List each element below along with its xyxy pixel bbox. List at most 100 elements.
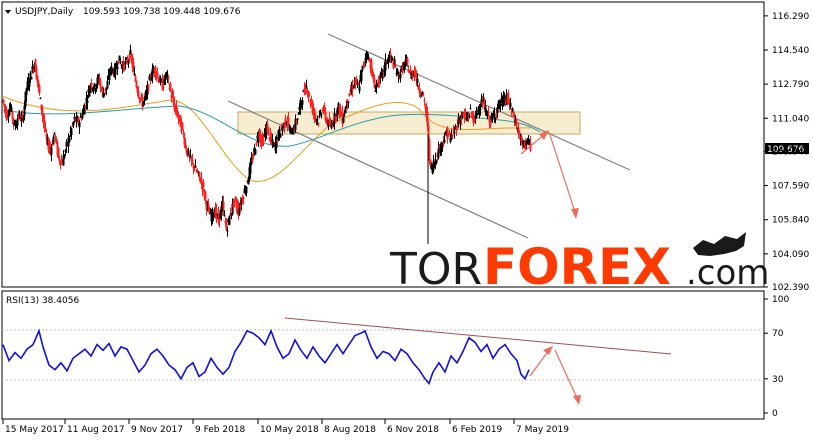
candle-body (193, 168, 196, 170)
candle-body (133, 73, 136, 76)
candle-body (8, 109, 11, 115)
price-y-tick-label: 104.090 (772, 250, 809, 260)
candle-body (276, 139, 279, 142)
candle-body (523, 144, 526, 146)
candle-body (13, 123, 16, 125)
x-tick-label: 11 Aug 2017 (67, 425, 125, 435)
candle-body (137, 90, 140, 98)
price-panel-frame (1, 1, 765, 288)
candle-body (116, 66, 119, 69)
price-y-axis: 116.290 114.540 112.790 111.040 109.340 107.5… (764, 12, 809, 293)
symbol-dropdown-icon[interactable] (5, 10, 11, 14)
channel-lower-line (227, 100, 529, 239)
candle-body (209, 212, 212, 215)
candle-body (220, 206, 223, 216)
candle-body (485, 110, 488, 116)
candle-body (454, 125, 457, 129)
candle-body (95, 84, 98, 90)
candle-body (10, 107, 13, 111)
candle-body (110, 66, 113, 72)
price-y-tick-label: 107.590 (772, 182, 809, 192)
candle-body (484, 106, 487, 112)
candle-body (228, 216, 231, 225)
candle-body (447, 135, 450, 137)
x-tick-label: 9 Feb 2018 (195, 425, 246, 435)
candle-body (187, 150, 190, 155)
candle-body (245, 186, 248, 193)
candle-body (280, 126, 283, 129)
candle-body (92, 89, 95, 91)
candle-body (234, 196, 237, 201)
candle-body (90, 82, 93, 89)
candle-body (306, 90, 309, 95)
candle-body (267, 127, 270, 132)
candle-body (459, 116, 462, 124)
candle-body (125, 58, 128, 60)
candle-body (181, 122, 184, 129)
x-tick-label: 8 Aug 2018 (324, 425, 376, 435)
candle-body (311, 101, 314, 112)
candle-body (314, 115, 317, 118)
candle-body (156, 72, 159, 76)
candle-body (513, 119, 516, 121)
candle-body (119, 61, 122, 64)
rsi-y-tick-label: 70 (772, 329, 784, 339)
candle-body (525, 141, 528, 146)
candle-body (129, 49, 132, 54)
candle-body (22, 117, 25, 121)
candle-body (147, 84, 150, 90)
candle-body (64, 150, 67, 152)
candle-body (51, 144, 54, 146)
candle-body (401, 66, 404, 73)
candle-body (106, 80, 109, 89)
candle-body (34, 59, 37, 73)
candle-body (139, 97, 142, 99)
candle-body (114, 64, 117, 75)
candle-body (460, 117, 463, 120)
candle-body (204, 191, 207, 199)
price-candles (2, 44, 532, 244)
candle-body (91, 88, 94, 90)
candle-body (466, 116, 469, 118)
candle-body (294, 119, 297, 130)
candle-body (171, 92, 174, 98)
candle-body (320, 114, 323, 116)
candle-body (16, 118, 19, 126)
candle-body (12, 118, 15, 124)
candle-body (476, 113, 479, 115)
candle-body (313, 108, 316, 117)
candle-body (196, 171, 199, 173)
rsi-forecast-arrow-up-head (543, 346, 553, 355)
candle-body (426, 112, 429, 126)
candle-body (425, 106, 428, 117)
candle-body (78, 121, 81, 128)
candle-body (508, 101, 511, 105)
price-y-tick-label: 109.340 (772, 147, 809, 157)
candle-body (449, 137, 452, 142)
candle-body (88, 89, 91, 97)
candle-body (25, 88, 28, 96)
watermark-tor: TOR (389, 244, 482, 295)
candle-body (324, 111, 327, 120)
candle-body (428, 139, 431, 161)
candle-body (269, 132, 272, 140)
forecast-arrow-up-head (539, 130, 549, 140)
candle-body (254, 149, 257, 155)
candle-body (83, 106, 86, 115)
candle-body (140, 95, 143, 97)
rsi-y-tick-label: 0 (772, 409, 778, 419)
candle-body (15, 123, 18, 128)
candle-body (23, 105, 26, 116)
candle-body (509, 102, 512, 108)
candle-body (471, 111, 474, 118)
candle-body (202, 181, 205, 188)
candle-body (18, 113, 21, 116)
candle-body (41, 108, 44, 117)
candle-body (103, 92, 106, 94)
candle-body (50, 147, 53, 155)
candle-body (452, 129, 455, 131)
candle-body (322, 108, 325, 112)
candle-body (308, 94, 311, 96)
ohlc-header: 109.593 109.738 109.448 109.676 (83, 7, 241, 17)
x-tick-label: 9 Nov 2017 (131, 425, 183, 435)
